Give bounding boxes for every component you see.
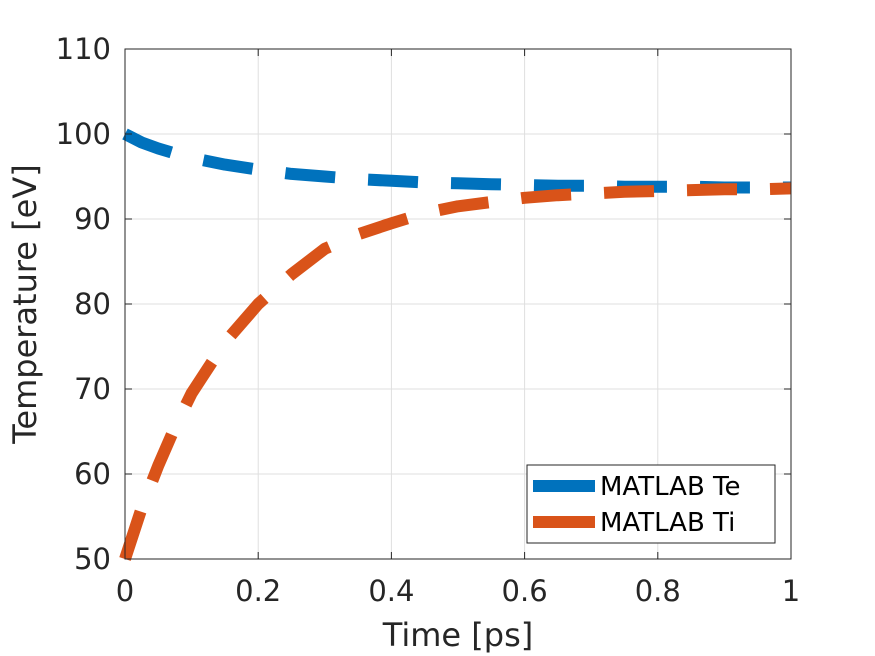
- y-tick-labels: 50 60 70 80 90 100 110: [56, 32, 111, 576]
- x-tick-label: 0.4: [368, 574, 414, 608]
- y-tick-label: 50: [74, 542, 111, 576]
- x-axis-label: Time [ps]: [382, 616, 533, 654]
- legend-box: [526, 464, 776, 544]
- series-line-ti: [119, 182, 792, 561]
- y-tick-label: 100: [56, 117, 111, 151]
- y-tick-label: 110: [56, 32, 111, 66]
- y-tick-label: 80: [74, 287, 111, 321]
- x-tick-label: 0.6: [502, 574, 548, 608]
- x-tick-label: 0.2: [235, 574, 281, 608]
- axis-ticks: [124, 48, 792, 560]
- x-tick-label: 0.8: [635, 574, 681, 608]
- y-tick-label: 70: [74, 372, 111, 406]
- legend-label-ti: MATLAB Ti: [600, 508, 735, 538]
- y-axis-label: Temperature [eV]: [6, 164, 44, 444]
- y-tick-label: 60: [74, 457, 111, 491]
- legend-label-te: MATLAB Te: [600, 472, 741, 502]
- x-tick-label: 0: [116, 574, 134, 608]
- x-tick-labels: 0 0.2 0.4 0.6 0.8 1: [116, 574, 800, 608]
- legend: MATLAB Te MATLAB Ti: [526, 464, 776, 544]
- x-tick-label: 1: [782, 574, 800, 608]
- y-tick-label: 90: [74, 202, 111, 236]
- series-lines: [119, 128, 792, 561]
